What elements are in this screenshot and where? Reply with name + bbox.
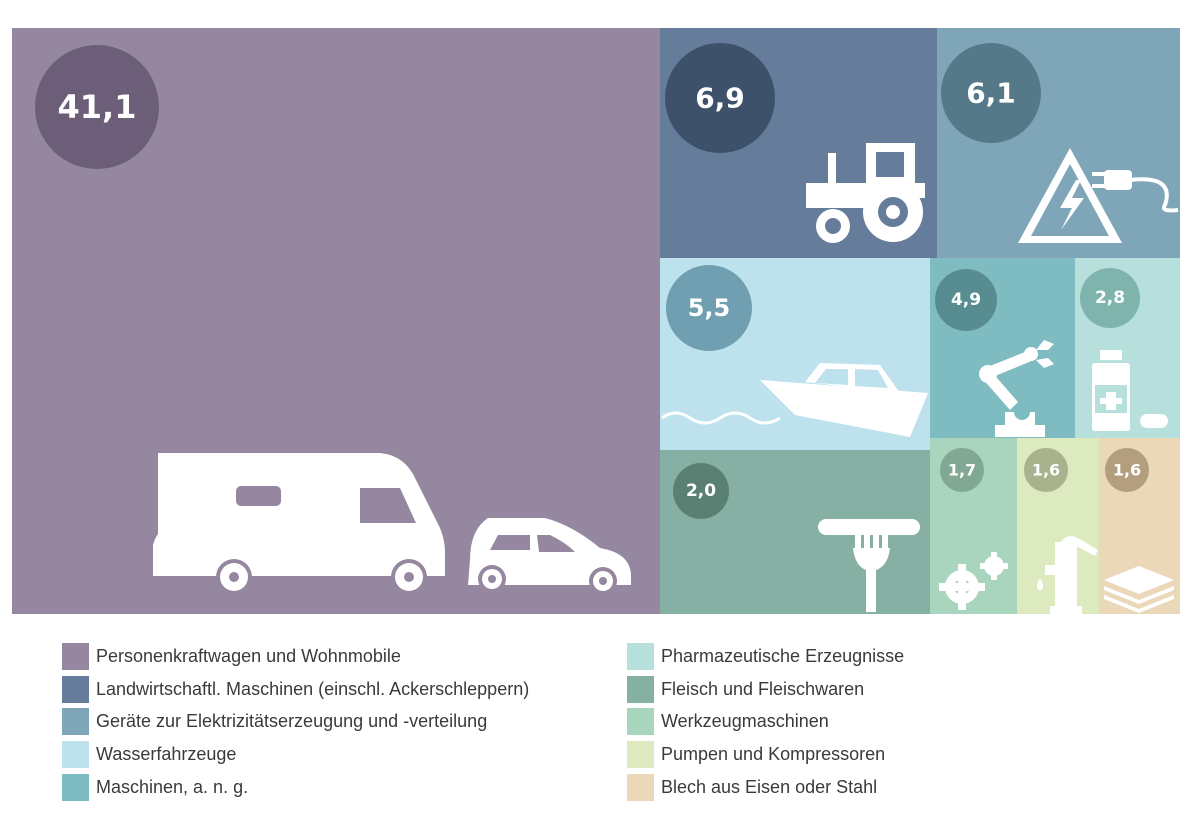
value-label: 1,6 (1032, 461, 1060, 480)
value-label: 2,8 (1095, 288, 1125, 308)
legend-swatch (627, 675, 654, 703)
gears-icon (939, 552, 1008, 610)
legend-label: Landwirtschaftl. Maschinen (einschl. Ack… (96, 678, 530, 699)
legend-left: Personenkraftwagen und Wohnmobile Landwir… (62, 640, 529, 804)
value-bubble (673, 463, 729, 519)
value-bubble (940, 448, 984, 492)
legend-swatch (62, 642, 89, 670)
value-label: 5,5 (688, 294, 731, 322)
legend-item: Personenkraftwagen und Wohnmobile (62, 640, 529, 673)
value-label: 6,9 (695, 82, 745, 115)
value-bubble (665, 43, 775, 153)
electricity-plug-icon (1018, 148, 1179, 243)
medicine-icon (1092, 350, 1168, 431)
water-pump-icon (1037, 536, 1098, 614)
legend-right: Pharmazeutische Erzeugnisse Fleisch und F… (627, 640, 904, 804)
legend-swatch (627, 708, 654, 736)
legend-label: Werkzeugmaschinen (661, 711, 829, 732)
value-bubble (666, 265, 752, 351)
legend-swatch (62, 741, 89, 769)
legend-item: Geräte zur Elektrizitätserzeugung und -v… (62, 706, 529, 739)
legend-swatch (62, 675, 89, 703)
legend-swatch (627, 642, 654, 670)
legend-item: Pumpen und Kompressoren (627, 738, 904, 771)
legend-item: Fleisch und Fleischwaren (627, 673, 904, 706)
value-label: 1,7 (948, 461, 976, 480)
legend-item: Maschinen, a. n. g. (62, 771, 529, 804)
legend-swatch (62, 708, 89, 736)
legend-item: Werkzeugmaschinen (627, 706, 904, 739)
value-bubble (1105, 448, 1149, 492)
robot-arm-icon (979, 340, 1054, 437)
legend-label: Maschinen, a. n. g. (96, 777, 249, 798)
value-bubble (935, 269, 997, 331)
value-bubble (1080, 268, 1140, 328)
legend-label: Wasserfahrzeuge (96, 744, 237, 765)
value-label: 1,6 (1113, 461, 1141, 480)
boat-icon (661, 363, 928, 437)
value-label: 2,0 (686, 481, 716, 501)
treemap-chart: 41,1 6,9 6,1 5,5 4,9 2,8 2,0 1,7 1,6 1,6 (12, 28, 1180, 614)
legend-label: Personenkraftwagen und Wohnmobile (96, 645, 401, 666)
legend-label: Blech aus Eisen oder Stahl (661, 777, 878, 798)
value-label: 41,1 (58, 88, 137, 126)
legend-label: Pumpen und Kompressoren (661, 744, 886, 765)
legend-item: Wasserfahrzeuge (62, 738, 529, 771)
value-label: 4,9 (951, 290, 981, 310)
legend-label: Geräte zur Elektrizitätserzeugung und -v… (96, 711, 488, 732)
legend-label: Fleisch und Fleischwaren (661, 678, 865, 699)
value-bubble (35, 45, 159, 169)
camper-car-icon (153, 453, 631, 595)
legend-swatch (627, 774, 654, 802)
tractor-icon (806, 143, 925, 243)
sausage-fork-icon (818, 519, 920, 612)
value-bubble (941, 43, 1041, 143)
legend-item: Blech aus Eisen oder Stahl (627, 771, 904, 804)
value-label: 6,1 (966, 77, 1016, 110)
legend-item: Landwirtschaftl. Maschinen (einschl. Ack… (62, 673, 529, 706)
legend-item: Pharmazeutische Erzeugnisse (627, 640, 904, 673)
legend-swatch (627, 741, 654, 769)
sheet-layers-icon (1104, 566, 1174, 613)
legend-swatch (62, 774, 89, 802)
legend-label: Pharmazeutische Erzeugnisse (661, 645, 905, 666)
value-bubble (1024, 448, 1068, 492)
